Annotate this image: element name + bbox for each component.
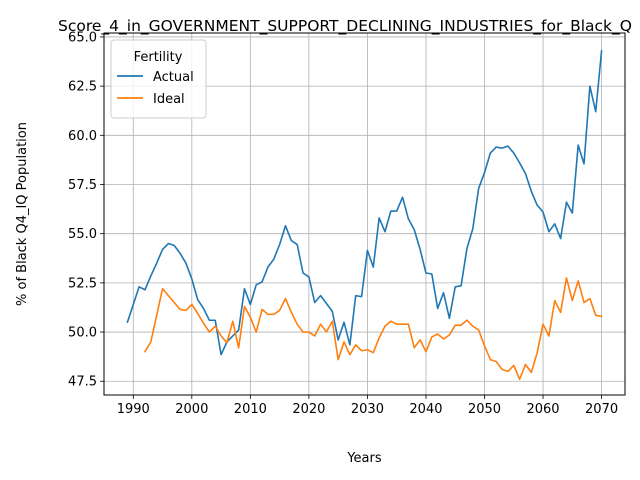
x-tick-label: 2070 — [585, 402, 618, 417]
x-tick-label: 2030 — [351, 402, 384, 417]
series-line-actual — [126, 49, 603, 356]
x-tick-label: 2050 — [468, 402, 501, 417]
y-tick-label: 65.0 — [68, 30, 97, 45]
x-tick-label: 2010 — [234, 402, 267, 417]
y-tick-label: 47.5 — [68, 375, 97, 390]
plot-area-frame — [103, 32, 626, 396]
y-axis-label: % of Black Q4_IQ Population — [15, 122, 30, 306]
chart-title: Score_4_in_GOVERNMENT_SUPPORT_DECLINING_… — [58, 17, 632, 36]
x-axis-ticks: 1990 2000 2010 2020 2030 2040 2050 2060 2070 — [117, 395, 618, 417]
x-tick-label: 2020 — [292, 402, 325, 417]
y-tick-label: 57.5 — [68, 178, 97, 193]
grid-lines — [104, 33, 625, 395]
x-axis-label: Years — [346, 451, 382, 466]
x-tick-label: 2060 — [526, 402, 559, 417]
x-tick-label: 1990 — [117, 402, 150, 417]
x-tick-label: 2000 — [175, 402, 208, 417]
y-tick-label: 55.0 — [68, 227, 97, 242]
series-layer — [126, 49, 603, 381]
y-tick-label: 52.5 — [68, 276, 97, 291]
y-tick-label: 62.5 — [68, 80, 97, 95]
legend-label-ideal: Ideal — [153, 92, 185, 107]
legend: Fertility Actual Ideal — [110, 39, 207, 119]
y-axis-ticks: 47.5 50.0 52.5 55.0 57.5 60.0 62.5 65.0 — [68, 30, 104, 390]
x-tick-label: 2040 — [409, 402, 442, 417]
legend-label-actual: Actual — [153, 70, 194, 85]
y-tick-label: 60.0 — [68, 129, 97, 144]
legend-title: Fertility — [134, 50, 183, 65]
series-line-ideal — [144, 277, 603, 381]
y-tick-label: 50.0 — [68, 326, 97, 341]
